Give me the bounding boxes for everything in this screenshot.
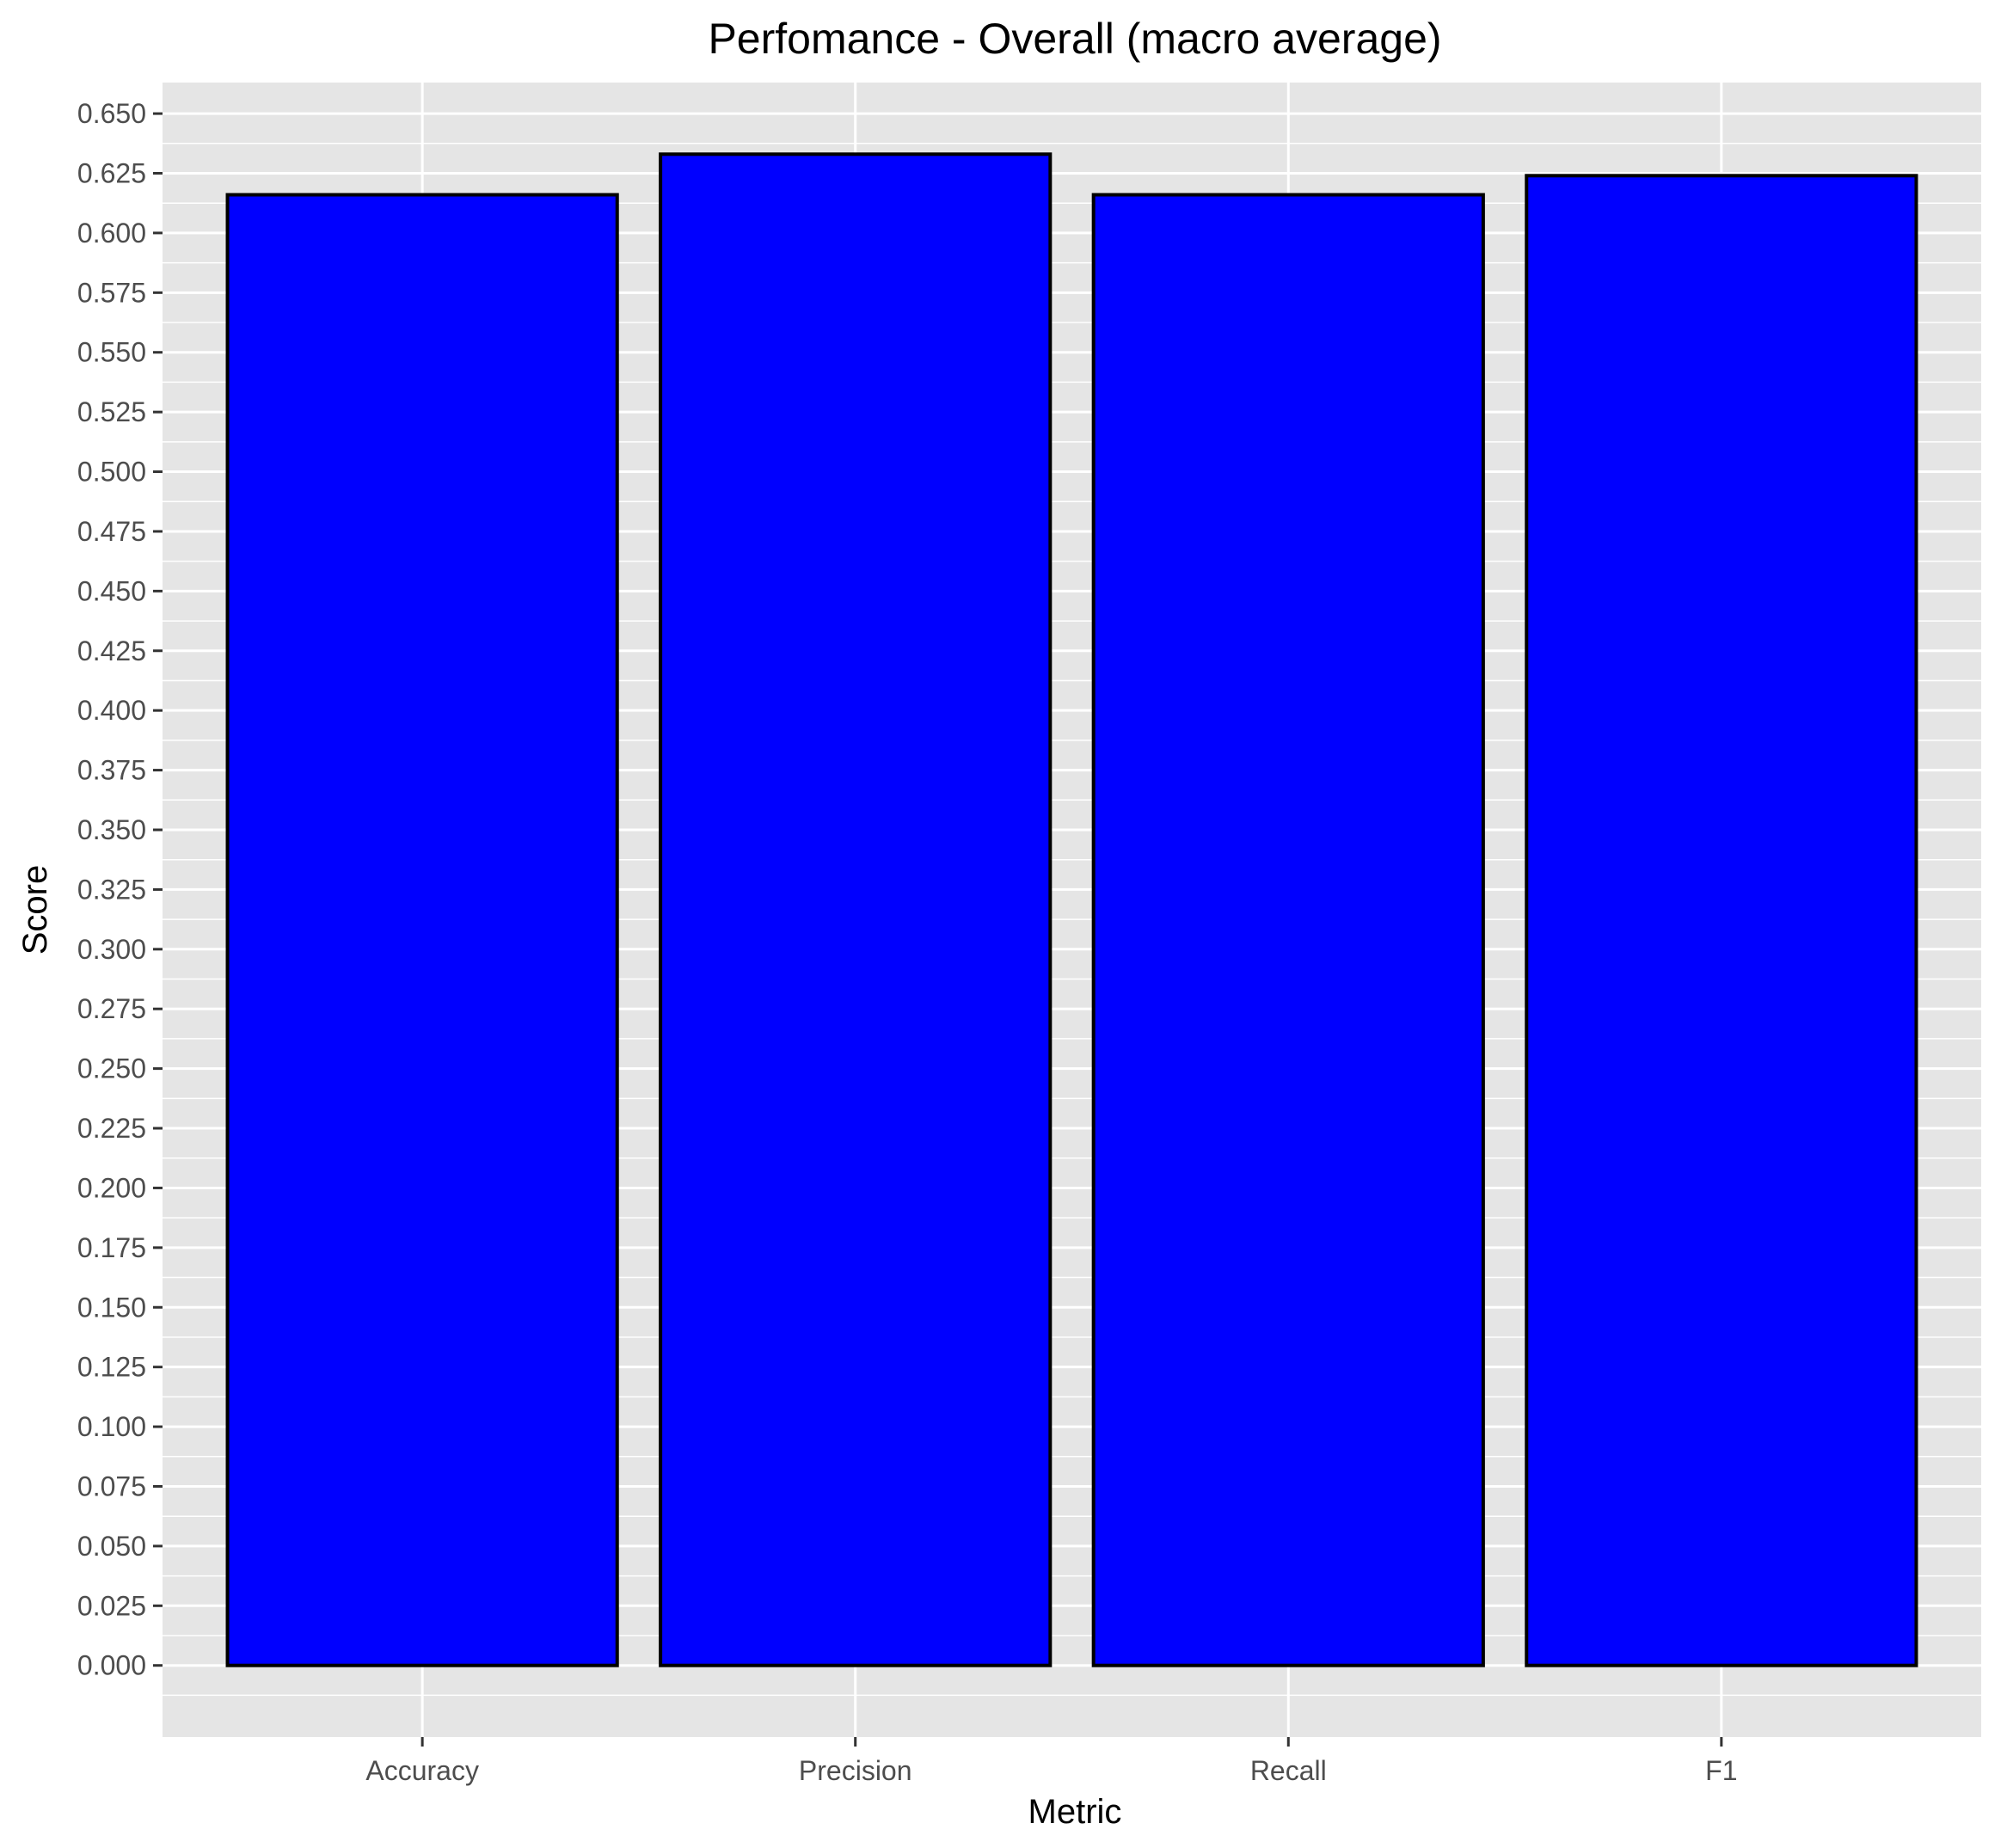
y-tick-label: 0.400 <box>77 695 146 726</box>
x-tick-label: F1 <box>1705 1755 1737 1786</box>
y-tick-label: 0.275 <box>77 993 146 1024</box>
y-tick-label: 0.250 <box>77 1053 146 1084</box>
y-tick-label: 0.175 <box>77 1232 146 1263</box>
y-tick-label: 0.100 <box>77 1411 146 1442</box>
chart-title: Perfomance - Overall (macro average) <box>708 15 1441 63</box>
y-tick-label: 0.225 <box>77 1113 146 1144</box>
x-axis-title: Metric <box>1028 1793 1122 1831</box>
y-tick-label: 0.525 <box>77 396 146 427</box>
y-tick-label: 0.575 <box>77 277 146 308</box>
y-tick-label: 0.350 <box>77 814 146 845</box>
x-tick-label: Recall <box>1250 1755 1327 1786</box>
bar-recall <box>1091 193 1485 1667</box>
y-tick-label: 0.000 <box>77 1650 146 1681</box>
y-tick-label: 0.075 <box>77 1470 146 1501</box>
bars <box>225 152 1918 1667</box>
x-tick-label: Accuracy <box>365 1755 479 1786</box>
bar-accuracy <box>225 193 619 1667</box>
y-tick-label: 0.025 <box>77 1590 146 1621</box>
x-tick-label: Precision <box>799 1755 912 1786</box>
y-tick-label: 0.425 <box>77 635 146 666</box>
y-tick-label: 0.125 <box>77 1352 146 1383</box>
y-tick-label: 0.050 <box>77 1531 146 1562</box>
bar-f1 <box>1525 174 1918 1667</box>
bar-precision <box>659 152 1053 1667</box>
y-tick-label: 0.325 <box>77 874 146 905</box>
y-axis: 0.000 0.025 0.050 0.075 0.100 0.125 0.150 0.175… <box>77 98 163 1681</box>
y-tick-label: 0.150 <box>77 1292 146 1323</box>
y-tick-label: 0.450 <box>77 575 146 606</box>
y-tick-label: 0.550 <box>77 337 146 368</box>
x-axis: Accuracy Precision Recall F1 <box>365 1737 1738 1786</box>
y-tick-label: 0.625 <box>77 158 146 189</box>
y-tick-label: 0.650 <box>77 98 146 129</box>
y-tick-label: 0.200 <box>77 1172 146 1203</box>
y-axis-title: Score <box>16 865 54 955</box>
y-tick-label: 0.600 <box>77 218 146 249</box>
y-tick-label: 0.375 <box>77 755 146 786</box>
y-tick-label: 0.300 <box>77 934 146 965</box>
y-tick-label: 0.475 <box>77 516 146 547</box>
y-tick-label: 0.500 <box>77 457 146 488</box>
